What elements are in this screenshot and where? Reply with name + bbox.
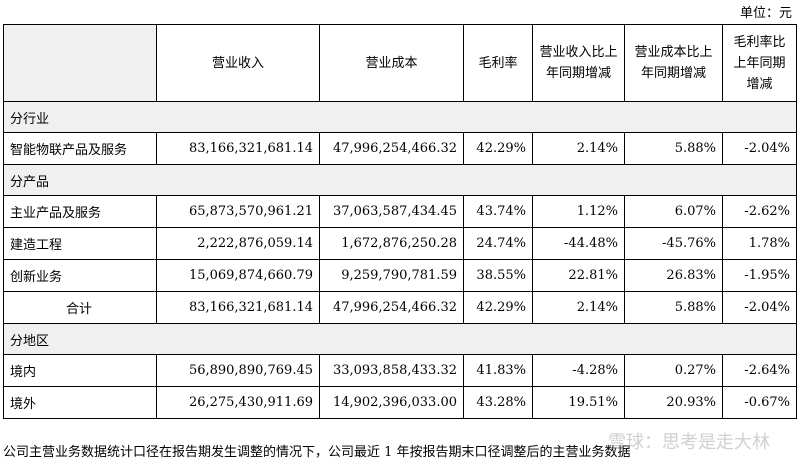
cell-cost: 47,996,254,466.32 <box>319 132 464 165</box>
cell-revenue: 15,069,874,660.79 <box>156 259 320 292</box>
cell-margin-change: -2.62% <box>722 195 797 228</box>
row-label: 境内 <box>3 354 157 387</box>
row-label: 主业产品及服务 <box>3 195 157 228</box>
header-cell: 营业成本 <box>319 24 464 102</box>
section-title: 分行业 <box>3 101 797 133</box>
cell-cost: 9,259,790,781.59 <box>319 259 464 292</box>
cell-margin-change: -1.95% <box>722 259 797 292</box>
row-label: 创新业务 <box>3 259 157 292</box>
cell-revenue: 26,275,430,911.69 <box>156 386 320 419</box>
header-cell: 营业成本比上年同期增减 <box>624 24 723 102</box>
cell-cost-change: 0.27% <box>624 354 723 387</box>
header-cell: 毛利率 <box>463 24 533 102</box>
cell-revenue: 56,890,890,769.45 <box>156 354 320 387</box>
revenue-breakdown-table: 营业收入 营业成本 毛利率 营业收入比上年同期增减 营业成本比上年同期增减 毛利… <box>3 24 797 419</box>
cell-rev-change: 1.12% <box>532 195 625 228</box>
section-title: 分地区 <box>3 323 797 355</box>
cell-cost-change: 5.88% <box>624 132 723 165</box>
cell-rev-change: 2.14% <box>532 291 625 324</box>
cell-cost: 14,902,396,033.00 <box>319 386 464 419</box>
cell-margin: 42.29% <box>463 132 533 165</box>
table-row: 境外 26,275,430,911.69 14,902,396,033.00 43.2… <box>3 386 797 419</box>
section-title: 分产品 <box>3 164 797 196</box>
cell-cost-change: 20.93% <box>624 386 723 419</box>
cell-revenue: 2,222,876,059.14 <box>156 227 320 260</box>
cell-cost-change: 6.07% <box>624 195 723 228</box>
watermark: 雪球：思考是走大林 <box>608 432 770 453</box>
unit-label: 单位：元 <box>739 6 792 21</box>
row-label: 合计 <box>3 291 157 324</box>
header-cell <box>3 24 157 102</box>
cell-cost-change: 26.83% <box>624 259 723 292</box>
cell-rev-change: 22.81% <box>532 259 625 292</box>
cell-margin-change: 1.78% <box>722 227 797 260</box>
cell-margin: 43.28% <box>463 386 533 419</box>
cell-margin-change: -2.04% <box>722 132 797 165</box>
cell-cost-change: 5.88% <box>624 291 723 324</box>
cell-margin: 24.74% <box>463 227 533 260</box>
cell-margin-change: -2.04% <box>722 291 797 324</box>
cell-revenue: 83,166,321,681.14 <box>156 291 320 324</box>
cell-margin: 43.74% <box>463 195 533 228</box>
header-cell: 营业收入 <box>156 24 320 102</box>
cell-margin: 42.29% <box>463 291 533 324</box>
table-row: 主业产品及服务 65,873,570,961.21 37,063,587,434.4… <box>3 195 797 228</box>
cell-rev-change: 19.51% <box>532 386 625 419</box>
table-row: 建造工程 2,222,876,059.14 1,672,876,250.28 24.7… <box>3 227 797 260</box>
header-row: 营业收入 营业成本 毛利率 营业收入比上年同期增减 营业成本比上年同期增减 毛利… <box>3 24 797 102</box>
cell-rev-change: -4.28% <box>532 354 625 387</box>
header-cell: 营业收入比上年同期增减 <box>532 24 625 102</box>
row-label: 建造工程 <box>3 227 157 260</box>
row-label: 境外 <box>3 386 157 419</box>
table-row: 智能物联产品及服务 83,166,321,681.14 47,996,254,466… <box>3 132 797 165</box>
cell-cost: 1,672,876,250.28 <box>319 227 464 260</box>
table-row: 合计 83,166,321,681.14 47,996,254,466.32 42.2… <box>3 291 797 324</box>
section-row: 分地区 <box>3 323 797 355</box>
cell-rev-change: 2.14% <box>532 132 625 165</box>
cell-cost-change: -45.76% <box>624 227 723 260</box>
cell-margin-change: -2.64% <box>722 354 797 387</box>
table-row: 创新业务 15,069,874,660.79 9,259,790,781.59 38.… <box>3 259 797 292</box>
header-cell: 毛利率比上年同期增减 <box>722 24 797 102</box>
footnote: 公司主营业务数据统计口径在报告期发生调整的情况下，公司最近 1 年按报告期末口径… <box>3 445 631 460</box>
cell-rev-change: -44.48% <box>532 227 625 260</box>
section-row: 分行业 <box>3 101 797 133</box>
cell-cost: 33,093,858,433.32 <box>319 354 464 387</box>
cell-revenue: 83,166,321,681.14 <box>156 132 320 165</box>
cell-cost: 47,996,254,466.32 <box>319 291 464 324</box>
cell-margin: 38.55% <box>463 259 533 292</box>
section-row: 分产品 <box>3 164 797 196</box>
cell-cost: 37,063,587,434.45 <box>319 195 464 228</box>
cell-margin: 41.83% <box>463 354 533 387</box>
cell-margin-change: -0.67% <box>722 386 797 419</box>
row-label: 智能物联产品及服务 <box>3 132 157 165</box>
table-row: 境内 56,890,890,769.45 33,093,858,433.32 41.8… <box>3 354 797 387</box>
cell-revenue: 65,873,570,961.21 <box>156 195 320 228</box>
